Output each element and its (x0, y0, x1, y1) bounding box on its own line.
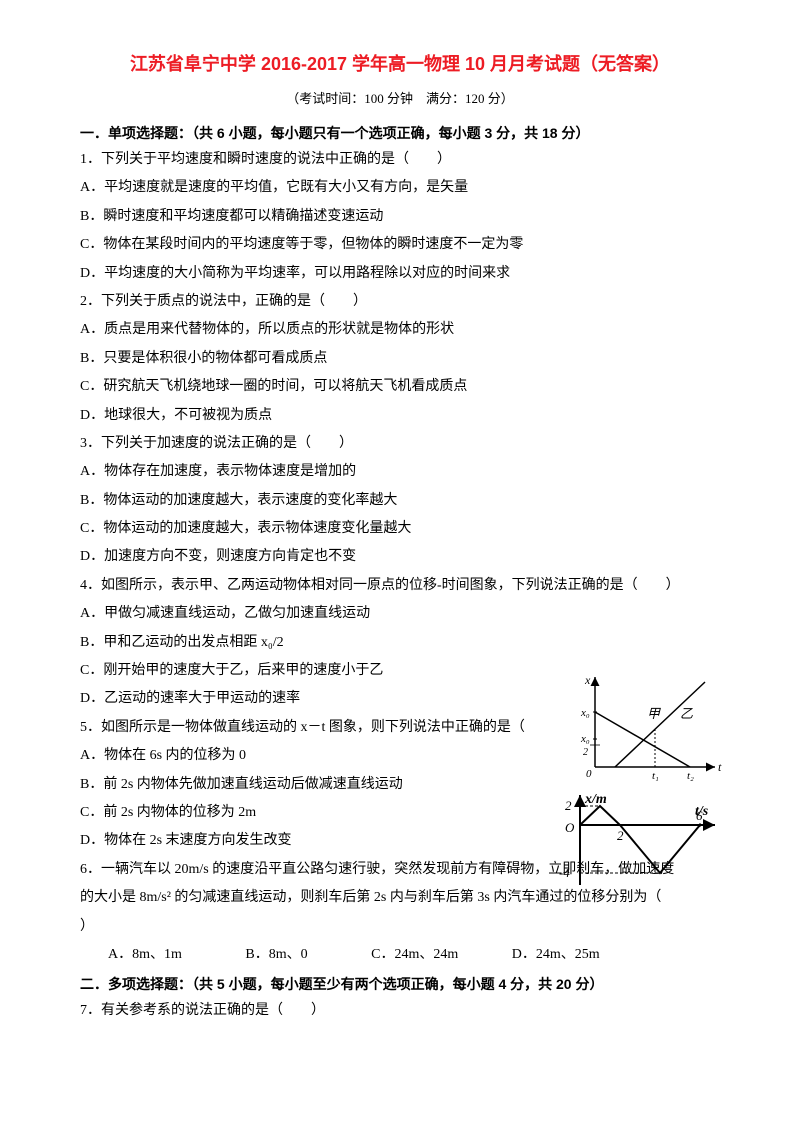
svg-text:t/s: t/s (695, 804, 709, 819)
svg-text:0: 0 (586, 768, 592, 780)
svg-text:2: 2 (565, 798, 572, 813)
q4-option-a: A．甲做匀减速直线运动，乙做匀加速直线运动 (80, 603, 720, 625)
q1-option-d: D．平均速度的大小简称为平均速率，可以用路程除以对应的时间来求 (80, 263, 720, 285)
svg-text:乙: 乙 (680, 706, 693, 721)
q2-option-d: D．地球很大，不可被视为质点 (80, 405, 720, 427)
svg-text:-4: -4 (559, 865, 570, 880)
q2-stem: 2．下列关于质点的说法中，正确的是（ ） (80, 291, 720, 313)
svg-text:x₀: x₀ (580, 733, 590, 745)
q2-option-c: C．研究航天飞机绕地球一圈的时间，可以将航天飞机看成质点 (80, 376, 720, 398)
exam-info: （考试时间：100 分钟 满分：120 分） (80, 88, 720, 107)
q2-option-a: A．质点是用来代替物体的，所以质点的形状就是物体的形状 (80, 319, 720, 341)
svg-text:t₂: t₂ (687, 770, 694, 782)
q6-stem-line3: ） (80, 916, 720, 938)
svg-text:O: O (565, 820, 575, 835)
svg-text:2: 2 (583, 747, 588, 758)
svg-text:t: t (718, 760, 722, 774)
q3-option-d: D．加速度方向不变，则速度方向肯定也不变 (80, 546, 720, 568)
q2-option-b: B．只要是体积很小的物体都可看成质点 (80, 348, 720, 370)
svg-text:x: x (584, 673, 591, 687)
q3-option-b: B．物体运动的加速度越大，表示速度的变化率越大 (80, 490, 720, 512)
q6-stem-line2: 的大小是 8m/s² 的匀减速直线运动，则刹车后第 2s 内与刹车后第 3s 内… (80, 887, 720, 909)
q4-option-b: B．甲和乙运动的出发点相距 x₀/2 (80, 632, 720, 654)
q1-option-c: C．物体在某段时间内的平均速度等于零，但物体的瞬时速度不一定为零 (80, 234, 720, 256)
svg-text:甲: 甲 (647, 706, 661, 721)
document-title: 江苏省阜宁中学 2016-2017 学年高一物理 10 月月考试题（无答案） (80, 50, 720, 76)
q1-stem: 1．下列关于平均速度和瞬时速度的说法中正确的是（ ） (80, 149, 720, 171)
svg-text:2: 2 (617, 828, 624, 843)
q5-chart: 2 O -4 2 6 x/m t/s (555, 790, 725, 890)
q6-option-a: A．8m、1m (108, 947, 182, 962)
svg-text:t₁: t₁ (652, 770, 659, 782)
svg-text:x₀: x₀ (580, 707, 590, 719)
q6-option-b: B．8m、0 (245, 947, 307, 962)
q3-stem: 3．下列关于加速度的说法正确的是（ ） (80, 433, 720, 455)
q1-option-a: A．平均速度就是速度的平均值，它既有大小又有方向，是矢量 (80, 177, 720, 199)
q6-options: A．8m、1m B．8m、0 C．24m、24m D．24m、25m (108, 944, 720, 966)
section-1-header: 一．单项选择题：（共 6 小题，每小题只有一个选项正确，每小题 3 分，共 18… (80, 123, 720, 143)
svg-text:x/m: x/m (584, 792, 607, 807)
q3-option-a: A．物体存在加速度，表示物体速度是增加的 (80, 461, 720, 483)
section-2-header: 二．多项选择题：（共 5 小题，每小题至少有两个选项正确，每小题 4 分，共 2… (80, 974, 720, 994)
q4-chart: x₀ x₀ 2 t₁ t₂ 0 t x 甲 乙 (575, 672, 725, 782)
q7-stem: 7．有关参考系的说法正确的是（ ） (80, 1000, 720, 1022)
q1-option-b: B．瞬时速度和平均速度都可以精确描述变速运动 (80, 206, 720, 228)
q6-option-d: D．24m、25m (512, 947, 600, 962)
q6-option-c: C．24m、24m (371, 947, 458, 962)
q3-option-c: C．物体运动的加速度越大，表示物体速度变化量越大 (80, 518, 720, 540)
q4-stem: 4．如图所示，表示甲、乙两运动物体相对同一原点的位移-时间图象，下列说法正确的是… (80, 575, 720, 597)
